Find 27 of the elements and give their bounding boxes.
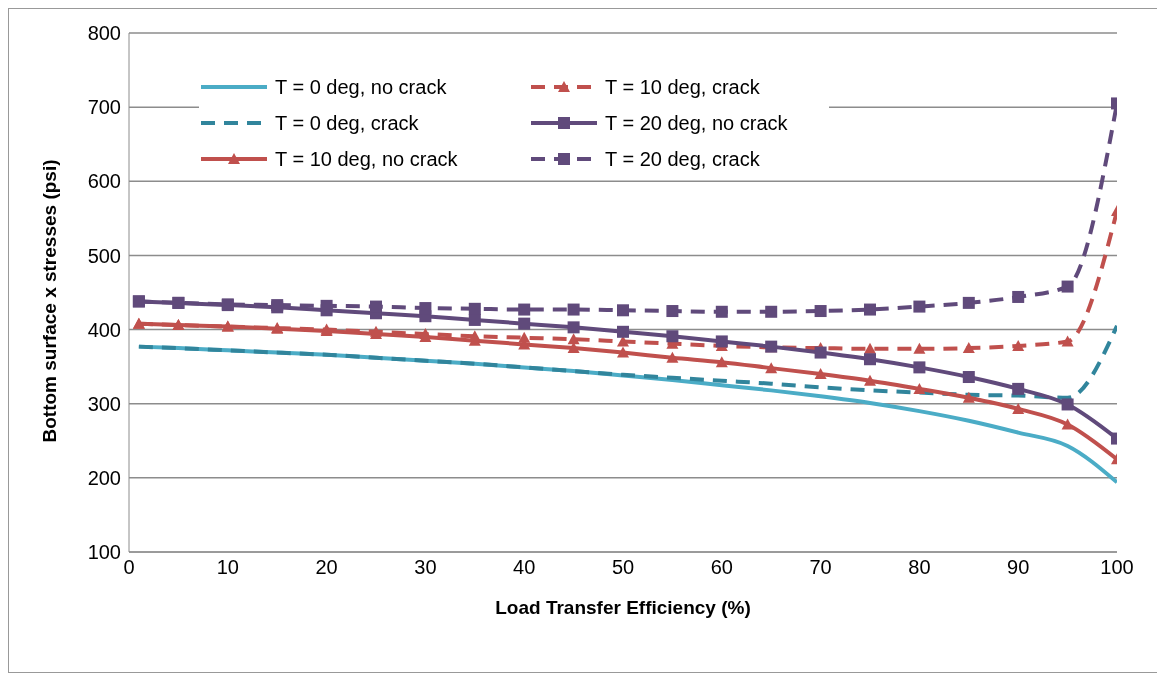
x-tick-label: 60 — [710, 556, 733, 579]
x-tick-label: 90 — [1007, 556, 1030, 579]
legend-label: T = 0 deg, crack — [275, 111, 419, 135]
y-axis-title: Bottom surface x stresses (psi) — [38, 159, 60, 443]
legend-label: T = 10 deg, no crack — [275, 147, 458, 171]
x-tick-label: 0 — [123, 556, 135, 579]
x-axis-title: Load Transfer Efficiency (%) — [495, 597, 751, 618]
x-tick-label: 70 — [809, 556, 832, 579]
y-tick-label: 500 — [87, 244, 121, 267]
x-tick-label: 30 — [414, 556, 437, 579]
x-tick-label: 10 — [216, 556, 239, 579]
y-tick-label: 600 — [87, 170, 121, 193]
y-tick-label: 200 — [87, 466, 121, 489]
x-tick-label: 80 — [908, 556, 931, 579]
x-tick-label: 100 — [1100, 556, 1134, 579]
x-tick-label: 20 — [315, 556, 338, 579]
x-tick-label: 40 — [513, 556, 536, 579]
legend-label: T = 0 deg, no crack — [275, 75, 447, 99]
legend-label: T = 20 deg, crack — [605, 147, 760, 171]
x-tick-label: 50 — [611, 556, 635, 579]
y-tick-label: 300 — [87, 392, 121, 415]
y-tick-label: 700 — [87, 96, 121, 119]
y-tick-label: 800 — [87, 22, 121, 45]
y-tick-label: 400 — [87, 318, 121, 341]
legend-label: T = 10 deg, crack — [605, 75, 760, 99]
legend-label: T = 20 deg, no crack — [605, 111, 788, 135]
y-tick-label: 100 — [87, 541, 121, 564]
